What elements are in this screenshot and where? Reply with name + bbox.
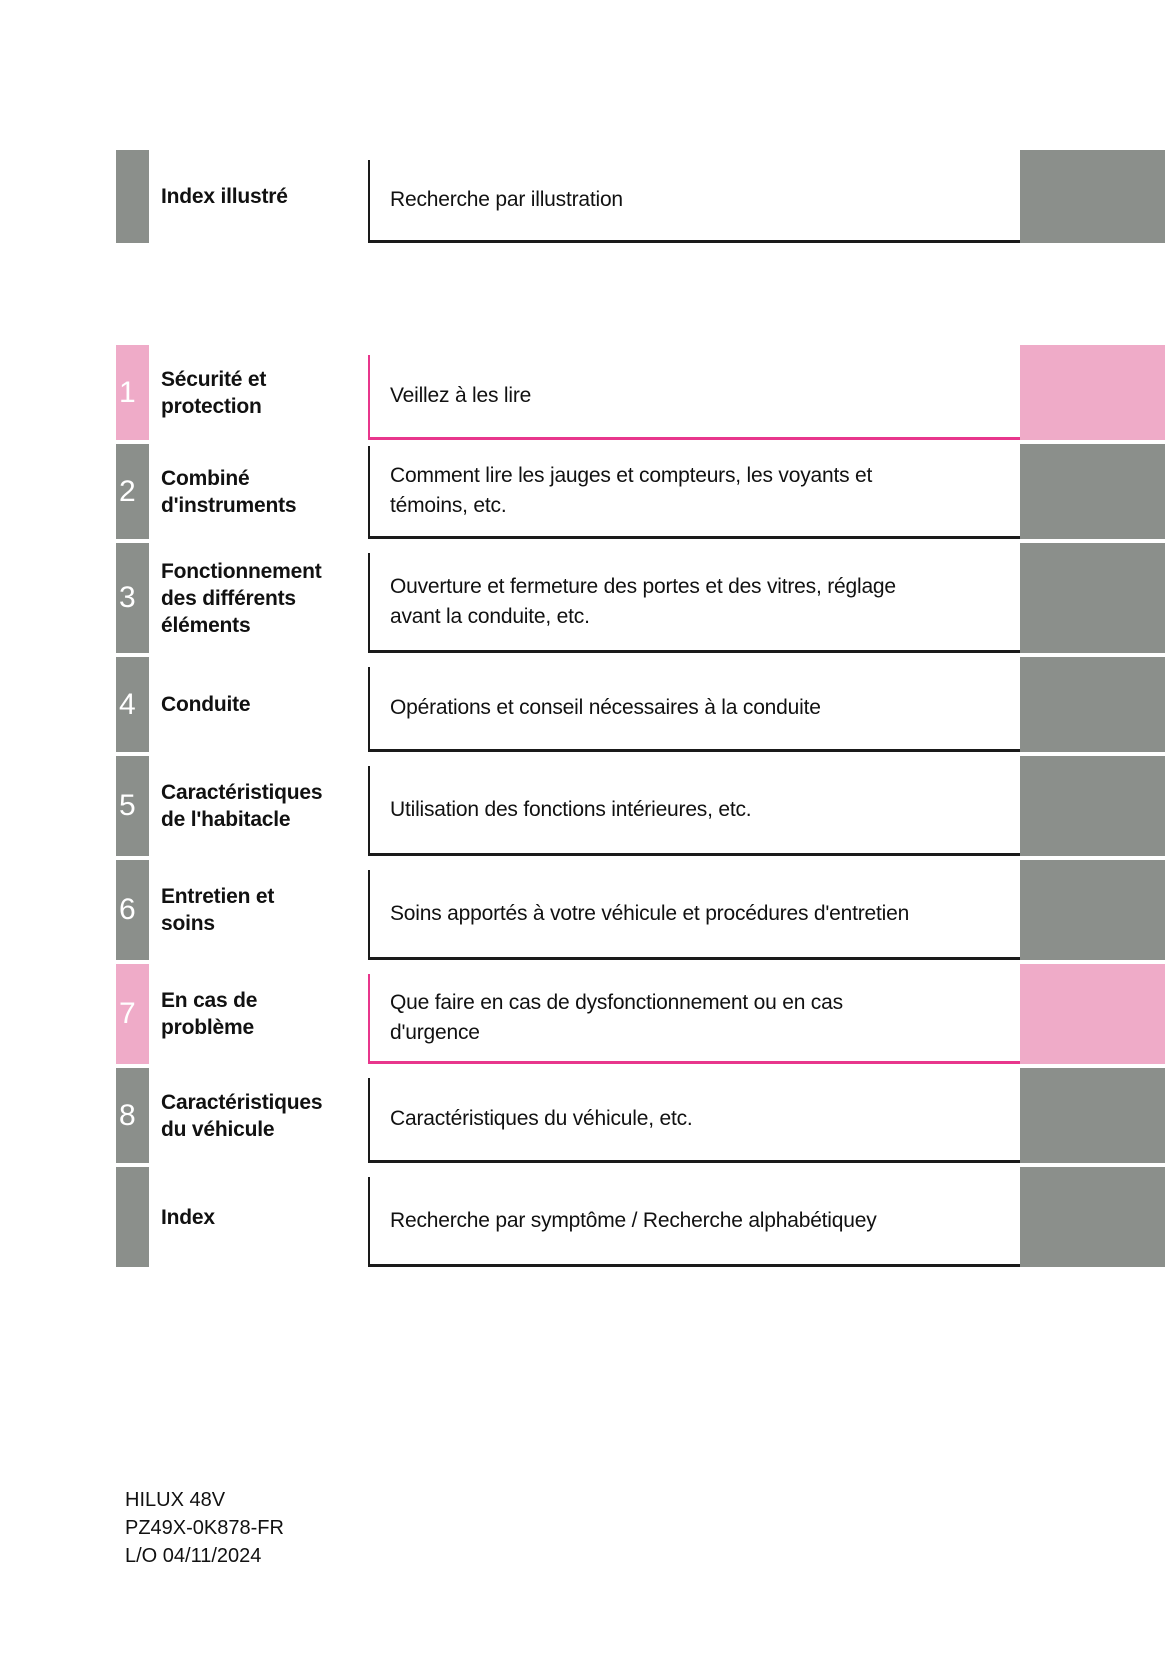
toc-row: 8 Caractéristiques du véhicule Caractéri… xyxy=(116,1068,1165,1163)
toc-row: 3 Fonctionnement des différents éléments… xyxy=(116,543,1165,653)
chapter-title-zone: Caractéristiques du véhicule xyxy=(149,1068,368,1163)
chapter-title: Combiné d'instruments xyxy=(161,466,297,517)
chapter-color-block xyxy=(1020,150,1165,243)
chapter-description-box: Caractéristiques du véhicule, etc. xyxy=(368,1078,1020,1163)
chapter-number: 2 xyxy=(119,474,136,508)
chapter-number: 3 xyxy=(119,581,136,614)
chapter-number-tab: 1 xyxy=(116,345,149,440)
chapter-description: Recherche par illustration xyxy=(390,188,623,211)
chapter-number: 8 xyxy=(119,1098,136,1132)
chapter-number-tab: 2 xyxy=(116,444,149,539)
toc-row: Index illustré Recherche par illustratio… xyxy=(116,150,1165,243)
chapter-description-box: Recherche par illustration xyxy=(368,160,1020,243)
chapter-title-zone: Fonctionnement des différents éléments xyxy=(149,543,368,653)
chapter-color-block xyxy=(1020,657,1165,752)
chapter-color-block xyxy=(1020,964,1165,1064)
toc-row: 5 Caractéristiques de l'habitacle Utilis… xyxy=(116,756,1165,856)
chapter-number-tab: 3 xyxy=(116,543,149,653)
footer: HILUX 48V PZ49X-0K878-FR L/O 04/11/2024 xyxy=(125,1486,284,1570)
chapter-number-tab xyxy=(116,150,149,243)
chapter-title-zone: En cas de problème xyxy=(149,964,368,1064)
chapter-number-tab: 8 xyxy=(116,1068,149,1163)
chapter-description-box: Veillez à les lire xyxy=(368,355,1020,440)
chapter-title: Sécurité et protection xyxy=(161,367,267,418)
chapter-description-box: Comment lire les jauges et compteurs, le… xyxy=(368,446,1020,539)
chapter-number: 1 xyxy=(119,375,136,409)
footer-line-layout-date: L/O 04/11/2024 xyxy=(125,1545,262,1567)
chapter-description: Utilisation des fonctions intérieures, e… xyxy=(390,797,752,821)
chapter-description-box: Opérations et conseil nécessaires à la c… xyxy=(368,667,1020,752)
chapter-description: Caractéristiques du véhicule, etc. xyxy=(390,1107,693,1130)
chapter-color-block xyxy=(1020,543,1165,653)
chapter-description: Comment lire les jauges et compteurs, le… xyxy=(390,464,873,517)
chapter-title: Index illustré xyxy=(161,185,288,208)
chapter-color-block xyxy=(1020,860,1165,960)
chapter-title: Entretien et soins xyxy=(161,885,275,935)
chapter-title-zone: Caractéristiques de l'habitacle xyxy=(149,756,368,856)
chapter-title-zone: Index xyxy=(149,1167,368,1267)
chapter-color-block xyxy=(1020,444,1165,539)
toc-rows: Index illustré Recherche par illustratio… xyxy=(116,150,1165,1271)
chapter-title: Conduite xyxy=(161,693,251,716)
toc-row: 4 Conduite Opérations et conseil nécessa… xyxy=(116,657,1165,752)
chapter-title: Caractéristiques du véhicule xyxy=(161,1090,323,1141)
chapter-description: Que faire en cas de dysfonctionnement ou… xyxy=(390,990,843,1044)
chapter-description-box: Recherche par symptôme / Recherche alpha… xyxy=(368,1177,1020,1267)
chapter-title: En cas de problème xyxy=(161,989,258,1039)
chapter-title: Index xyxy=(161,1205,215,1229)
chapter-title-zone: Conduite xyxy=(149,657,368,752)
chapter-title-zone: Index illustré xyxy=(149,150,368,243)
chapter-color-block xyxy=(1020,345,1165,440)
toc-row: 7 En cas de problème Que faire en cas de… xyxy=(116,964,1165,1064)
chapter-title: Fonctionnement des différents éléments xyxy=(161,559,322,637)
chapter-description-box: Soins apportés à votre véhicule et procé… xyxy=(368,870,1020,960)
chapter-description: Recherche par symptôme / Recherche alpha… xyxy=(390,1208,877,1232)
toc-row: Index Recherche par symptôme / Recherche… xyxy=(116,1167,1165,1267)
chapter-description-box: Utilisation des fonctions intérieures, e… xyxy=(368,766,1020,856)
chapter-number-tab: 4 xyxy=(116,657,149,752)
chapter-title: Caractéristiques de l'habitacle xyxy=(161,781,323,831)
chapter-color-block xyxy=(1020,1068,1165,1163)
chapter-description-box: Que faire en cas de dysfonctionnement ou… xyxy=(368,974,1020,1064)
toc-row: 1 Sécurité et protection Veillez à les l… xyxy=(116,345,1165,440)
footer-line-model: HILUX 48V xyxy=(125,1489,226,1511)
chapter-number-tab: 7 xyxy=(116,964,149,1064)
chapter-description: Veillez à les lire xyxy=(390,384,532,407)
chapter-title-zone: Entretien et soins xyxy=(149,860,368,960)
chapter-description: Opérations et conseil nécessaires à la c… xyxy=(390,696,821,719)
chapter-number-tab: 5 xyxy=(116,756,149,856)
chapter-color-block xyxy=(1020,1167,1165,1267)
chapter-number: 5 xyxy=(119,789,136,822)
chapter-description: Soins apportés à votre véhicule et procé… xyxy=(390,901,910,925)
chapter-title-zone: Combiné d'instruments xyxy=(149,444,368,539)
toc-row: 6 Entretien et soins Soins apportés à vo… xyxy=(116,860,1165,960)
chapter-number: 7 xyxy=(119,997,136,1030)
chapter-number-tab: 6 xyxy=(116,860,149,960)
chapter-number: 6 xyxy=(119,893,136,926)
chapter-description-box: Ouverture et fermeture des portes et des… xyxy=(368,553,1020,653)
toc-row: 2 Combiné d'instruments Comment lire les… xyxy=(116,444,1165,539)
chapter-description: Ouverture et fermeture des portes et des… xyxy=(390,574,896,628)
chapter-number: 4 xyxy=(119,687,136,721)
chapter-color-block xyxy=(1020,756,1165,856)
footer-line-part-number: PZ49X-0K878-FR xyxy=(125,1517,284,1539)
chapter-title-zone: Sécurité et protection xyxy=(149,345,368,440)
chapter-number-tab xyxy=(116,1167,149,1267)
